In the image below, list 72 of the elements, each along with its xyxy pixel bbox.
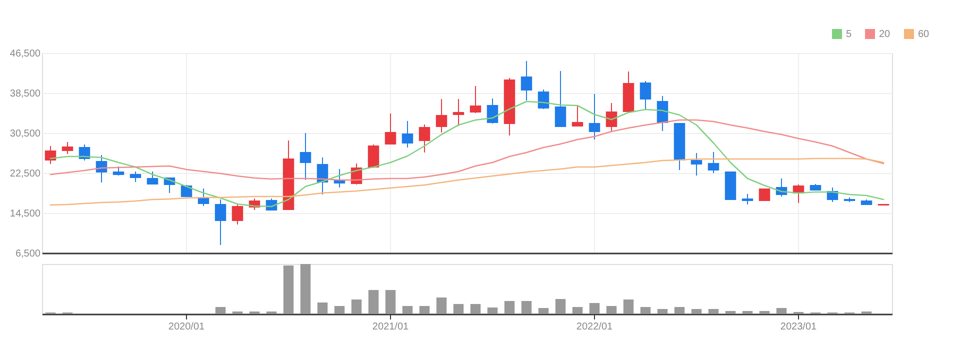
candlestick [384,113,396,145]
bar [742,311,753,314]
candlestick [742,194,754,205]
bar [623,300,634,314]
bar [215,307,226,314]
x-tick-label: 2023/01 [780,322,818,332]
bar [283,266,294,314]
candlestick [232,204,244,225]
line-series [50,158,884,206]
bar [368,290,379,314]
bar [351,300,362,314]
candlestick [300,132,312,180]
y-tick-label: 38,500 [10,88,41,100]
bar [419,306,430,314]
legend-label: 60 [918,29,930,40]
legend-label: 20 [879,29,891,40]
bar [402,306,413,314]
bar [759,311,770,314]
bar [436,298,447,314]
candlestick [214,199,226,246]
bar [555,299,566,314]
y-tick-label: 46,500 [10,48,41,60]
bar [521,301,532,314]
candlestick [588,94,600,140]
bar [572,307,583,314]
candlestick [418,124,430,153]
y-tick-label: 30,500 [10,128,41,140]
bar [776,308,787,314]
bar [589,303,600,314]
candlestick [452,98,464,126]
candlestick [130,171,142,182]
bar [385,290,396,314]
x-tick-label: 2021/01 [372,322,410,332]
candlestick [554,70,566,128]
candlestick [640,80,652,110]
bar [470,304,481,314]
bar [657,309,668,314]
y-tick-label: 14,500 [10,208,41,220]
bar [538,308,549,314]
candlestick [708,152,720,174]
candlestick [538,89,550,110]
candlestick [44,146,56,164]
candlestick [198,188,210,206]
candlestick [520,60,532,101]
bar [334,306,345,314]
bar [487,308,498,314]
candlestick [368,144,380,168]
x-tick-label: 2022/01 [576,322,614,332]
y-tick-label: 6,500 [15,248,41,260]
x-tick-label: 2020/01 [168,322,206,332]
bar [708,309,719,314]
y-tick-label: 22,500 [10,168,41,180]
candlestick [402,120,414,148]
candlestick [436,98,448,133]
candlestick [470,86,482,114]
bar [640,307,651,314]
bar [725,311,736,314]
bar [691,309,702,314]
bar [317,302,328,314]
candlestick [486,98,498,124]
bar [674,307,685,314]
bar [504,301,515,314]
candlestick [606,102,618,132]
candlestick [62,142,74,154]
bar [606,306,617,314]
candlestick [690,152,702,176]
candlestick [146,171,158,185]
candlestick [758,188,770,201]
bar [453,304,464,314]
legend-label: 5 [846,29,852,40]
candlestick [572,105,584,127]
bar [300,264,311,314]
